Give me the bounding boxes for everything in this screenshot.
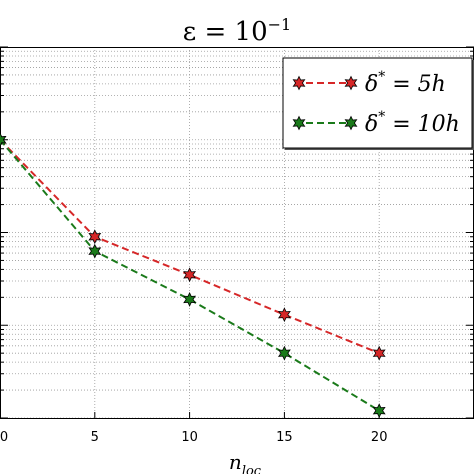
legend-label-base: δ <box>365 112 378 137</box>
data-point <box>88 243 102 259</box>
data-point <box>277 345 291 361</box>
chart-title-base: ε = 10 <box>183 17 268 47</box>
legend-label: δ* = 10h <box>365 109 460 137</box>
chart-title: ε = 10−1 <box>183 15 291 47</box>
legend-label-rest: = 5h <box>385 72 446 97</box>
x-axis-title: nloc <box>229 450 262 474</box>
x-tick-label: 5 <box>91 430 99 445</box>
data-point <box>88 229 102 245</box>
legend-marker <box>292 75 306 91</box>
data-point <box>0 132 7 148</box>
x-tick-label: 0 <box>0 430 8 445</box>
data-point <box>372 403 386 419</box>
data-point <box>372 345 386 361</box>
legend-entry: δ* = 10h <box>292 109 460 137</box>
data-point <box>183 291 197 307</box>
x-tick-label: 15 <box>276 430 293 445</box>
data-point <box>277 307 291 323</box>
series-line <box>0 139 380 355</box>
series-layer <box>0 132 386 419</box>
legend-label-base: δ <box>365 72 378 97</box>
x-axis-title-base: n <box>229 450 242 474</box>
x-axis-title-subscript: loc <box>242 464 262 474</box>
chart-title-exponent: −1 <box>268 15 292 34</box>
legend-label-superscript: * <box>378 69 385 85</box>
series-2 <box>0 132 386 419</box>
legend-label-rest: = 10h <box>385 112 460 137</box>
legend: δ* = 5hδ* = 10h <box>282 57 474 150</box>
axis-ticks: 0 5 10 15 20 <box>0 46 474 445</box>
legend-marker <box>344 75 358 91</box>
legend-entry: δ* = 5h <box>292 69 446 97</box>
legend-label-superscript: * <box>378 109 385 125</box>
legend-marker <box>344 115 358 131</box>
series-line <box>0 139 380 412</box>
legend-marker <box>292 115 306 131</box>
legend-box <box>282 57 473 149</box>
series-1 <box>0 132 386 361</box>
x-tick-label: 10 <box>181 430 198 445</box>
data-point <box>183 267 197 283</box>
legend-label: δ* = 5h <box>365 69 446 97</box>
x-tick-label: 20 <box>371 430 388 445</box>
